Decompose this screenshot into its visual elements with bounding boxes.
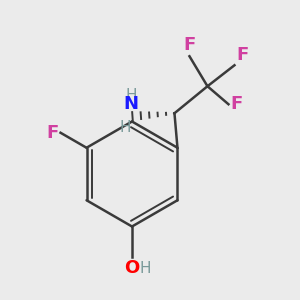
Text: F: F — [46, 124, 58, 142]
Text: F: F — [237, 46, 249, 64]
Text: O: O — [124, 259, 140, 277]
Text: H: H — [119, 120, 131, 135]
Text: H: H — [125, 88, 137, 103]
Text: H: H — [140, 261, 151, 276]
Text: F: F — [183, 36, 196, 54]
Text: F: F — [231, 95, 243, 113]
Text: N: N — [124, 95, 139, 112]
